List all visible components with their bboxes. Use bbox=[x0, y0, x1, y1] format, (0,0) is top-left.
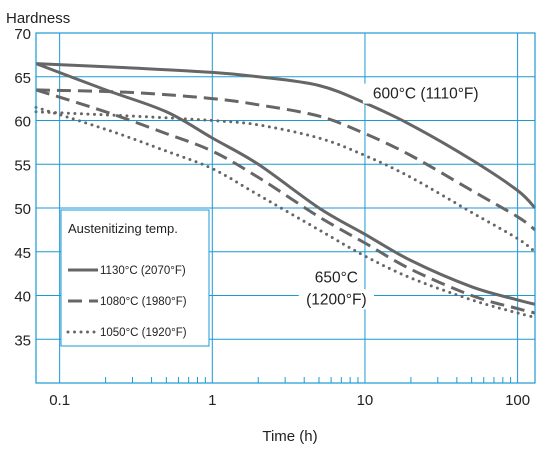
x-axis-label: Time (h) bbox=[262, 428, 317, 445]
x-tick-label: 1 bbox=[208, 392, 216, 409]
legend-entry-label: 1050°C (1920°F) bbox=[100, 327, 187, 339]
series-layer bbox=[34, 62, 537, 319]
annotation-label: (1200°F) bbox=[306, 291, 366, 308]
x-tick-label: 100 bbox=[505, 392, 530, 409]
y-tick-label: 35 bbox=[14, 332, 31, 349]
plot-frame bbox=[35, 32, 536, 384]
legend: Austenitizing temp. 1130°C (2070°F) 1080°… bbox=[60, 209, 210, 347]
annotation-bg bbox=[311, 267, 362, 288]
annotation-label: 650°C bbox=[315, 269, 358, 286]
x-tick-label: 0.1 bbox=[49, 392, 70, 409]
annotation-bg bbox=[362, 83, 489, 104]
y-tick-label: 65 bbox=[14, 70, 31, 87]
series-line-solid bbox=[35, 62, 537, 210]
series-line-dotted bbox=[34, 110, 537, 254]
y-axis-label: Hardness bbox=[6, 10, 70, 27]
tick-labels: 35 40 45 50 55 60 65 70 0.1 1 10 100 bbox=[14, 26, 530, 409]
y-tick-label: 45 bbox=[14, 245, 31, 262]
y-tick-label: 70 bbox=[14, 26, 31, 43]
legend-title: Austenitizing temp. bbox=[68, 221, 178, 236]
y-tick-label: 40 bbox=[14, 289, 31, 306]
series-line-solid bbox=[35, 62, 536, 306]
legend-box bbox=[60, 209, 210, 347]
legend-entries: 1130°C (2070°F) 1080°C (1980°F) 1050°C (19… bbox=[66, 265, 187, 339]
series-line-dashed bbox=[35, 88, 536, 315]
x-tick-label: 10 bbox=[357, 392, 374, 409]
annotation-bg bbox=[298, 289, 374, 310]
legend-entry-label: 1080°C (1980°F) bbox=[100, 296, 187, 308]
annotations: 600°C (1110°F) 650°C (1200°F) bbox=[298, 83, 489, 310]
series-line-dashed bbox=[35, 88, 536, 232]
y-tick-label: 60 bbox=[14, 114, 31, 131]
legend-entry-label: 1130°C (2070°F) bbox=[100, 265, 186, 277]
annotation-label: 600°C (1110°F) bbox=[373, 86, 479, 103]
y-tick-label: 55 bbox=[14, 157, 31, 174]
y-tick-label: 50 bbox=[14, 201, 31, 218]
